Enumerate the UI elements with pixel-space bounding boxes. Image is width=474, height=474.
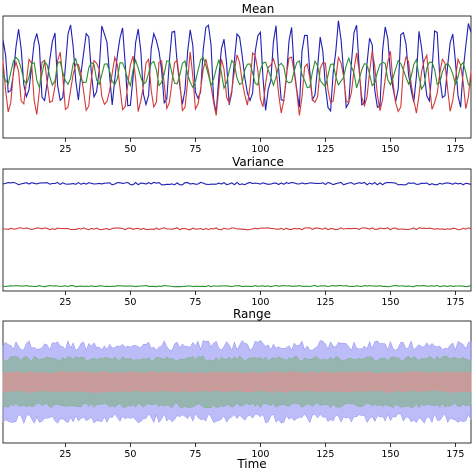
x-tick-label: 50	[124, 297, 136, 308]
variance-series-line-3	[2, 284, 472, 288]
x-tick-label: 25	[59, 297, 71, 308]
x-tick-label: 175	[446, 449, 464, 460]
x-tick-label: 175	[446, 297, 464, 308]
x-axis-label: Time	[236, 457, 266, 471]
panel-variance: Variance 25 50 75 100 125 150 175	[2, 155, 472, 308]
x-tick-label: 25	[59, 144, 71, 155]
range-bands-group	[2, 340, 472, 425]
x-tick-label: 150	[381, 449, 399, 460]
mean-series-line-2	[2, 50, 472, 116]
variance-title: Variance	[232, 155, 284, 169]
variance-series-group	[2, 181, 472, 288]
x-tick-label: 150	[381, 144, 399, 155]
panel-mean: Mean 25 50 75 100 125 150 175	[2, 2, 472, 155]
mean-title: Mean	[242, 2, 275, 16]
variance-series-line-1	[2, 181, 472, 186]
panel-range: Range 25 50 75 100 125 150 175 Time	[2, 307, 472, 471]
x-tick-label: 100	[251, 144, 269, 155]
mean-x-ticks: 25 50 75 100 125 150 175	[59, 138, 464, 155]
x-tick-label: 125	[316, 297, 334, 308]
mean-series-group	[2, 20, 472, 116]
mean-series-line-3	[2, 56, 472, 91]
x-tick-label: 150	[381, 297, 399, 308]
x-tick-label: 50	[124, 144, 136, 155]
x-tick-label: 50	[124, 449, 136, 460]
range-title: Range	[233, 307, 271, 321]
range-x-ticks: 25 50 75 100 125 150 175	[59, 443, 464, 460]
variance-axes-frame	[2, 168, 472, 292]
x-tick-label: 75	[189, 449, 201, 460]
x-tick-label: 125	[316, 144, 334, 155]
x-tick-label: 25	[59, 449, 71, 460]
mean-axes-frame	[2, 15, 472, 139]
x-tick-label: 100	[251, 449, 269, 460]
x-tick-label: 125	[316, 449, 334, 460]
range-band-3	[2, 371, 472, 393]
x-tick-label: 100	[251, 297, 269, 308]
variance-x-ticks: 25 50 75 100 125 150 175	[59, 291, 464, 308]
x-tick-label: 75	[189, 144, 201, 155]
variance-series-line-2	[3, 227, 472, 231]
x-tick-label: 175	[446, 144, 464, 155]
x-tick-label: 75	[189, 297, 201, 308]
